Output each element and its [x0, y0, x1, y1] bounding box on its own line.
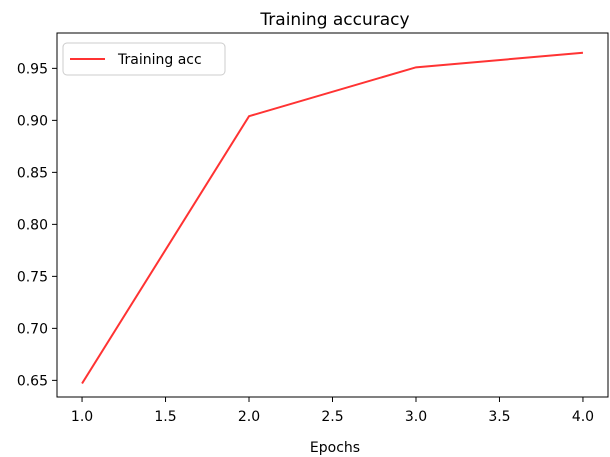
y-tick-label: 0.70 [17, 321, 48, 337]
y-tick-label: 0.95 [17, 61, 48, 77]
y-tick-label: 0.85 [17, 165, 48, 181]
series-line-training-acc [81, 51, 584, 385]
axis-ticks: 1.0 1.5 2.0 2.5 3.0 3.5 4.0 0.65 0.70 0.75 0.80 0.8… [17, 61, 594, 425]
y-tick-label: 0.90 [17, 113, 48, 129]
legend-box [62, 42, 226, 76]
x-tick-label: 2.5 [321, 409, 343, 425]
plot-frame [56, 32, 609, 398]
x-tick-label: 2.0 [238, 409, 260, 425]
chart-title: Training accuracy [259, 10, 409, 30]
legend: Training acc [62, 42, 226, 76]
y-tick-label: 0.65 [17, 373, 48, 389]
x-axis-label: Epochs [310, 440, 360, 456]
x-tick-label: 1.0 [71, 409, 93, 425]
x-tick-label: 4.0 [572, 409, 594, 425]
x-tick-label: 3.5 [488, 409, 510, 425]
y-tick-label: 0.80 [17, 217, 48, 233]
x-tick-label: 3.0 [405, 409, 427, 425]
y-tick-label: 0.75 [17, 269, 48, 285]
legend-label-training-acc: Training acc [117, 52, 202, 68]
x-tick-label: 1.5 [154, 409, 176, 425]
